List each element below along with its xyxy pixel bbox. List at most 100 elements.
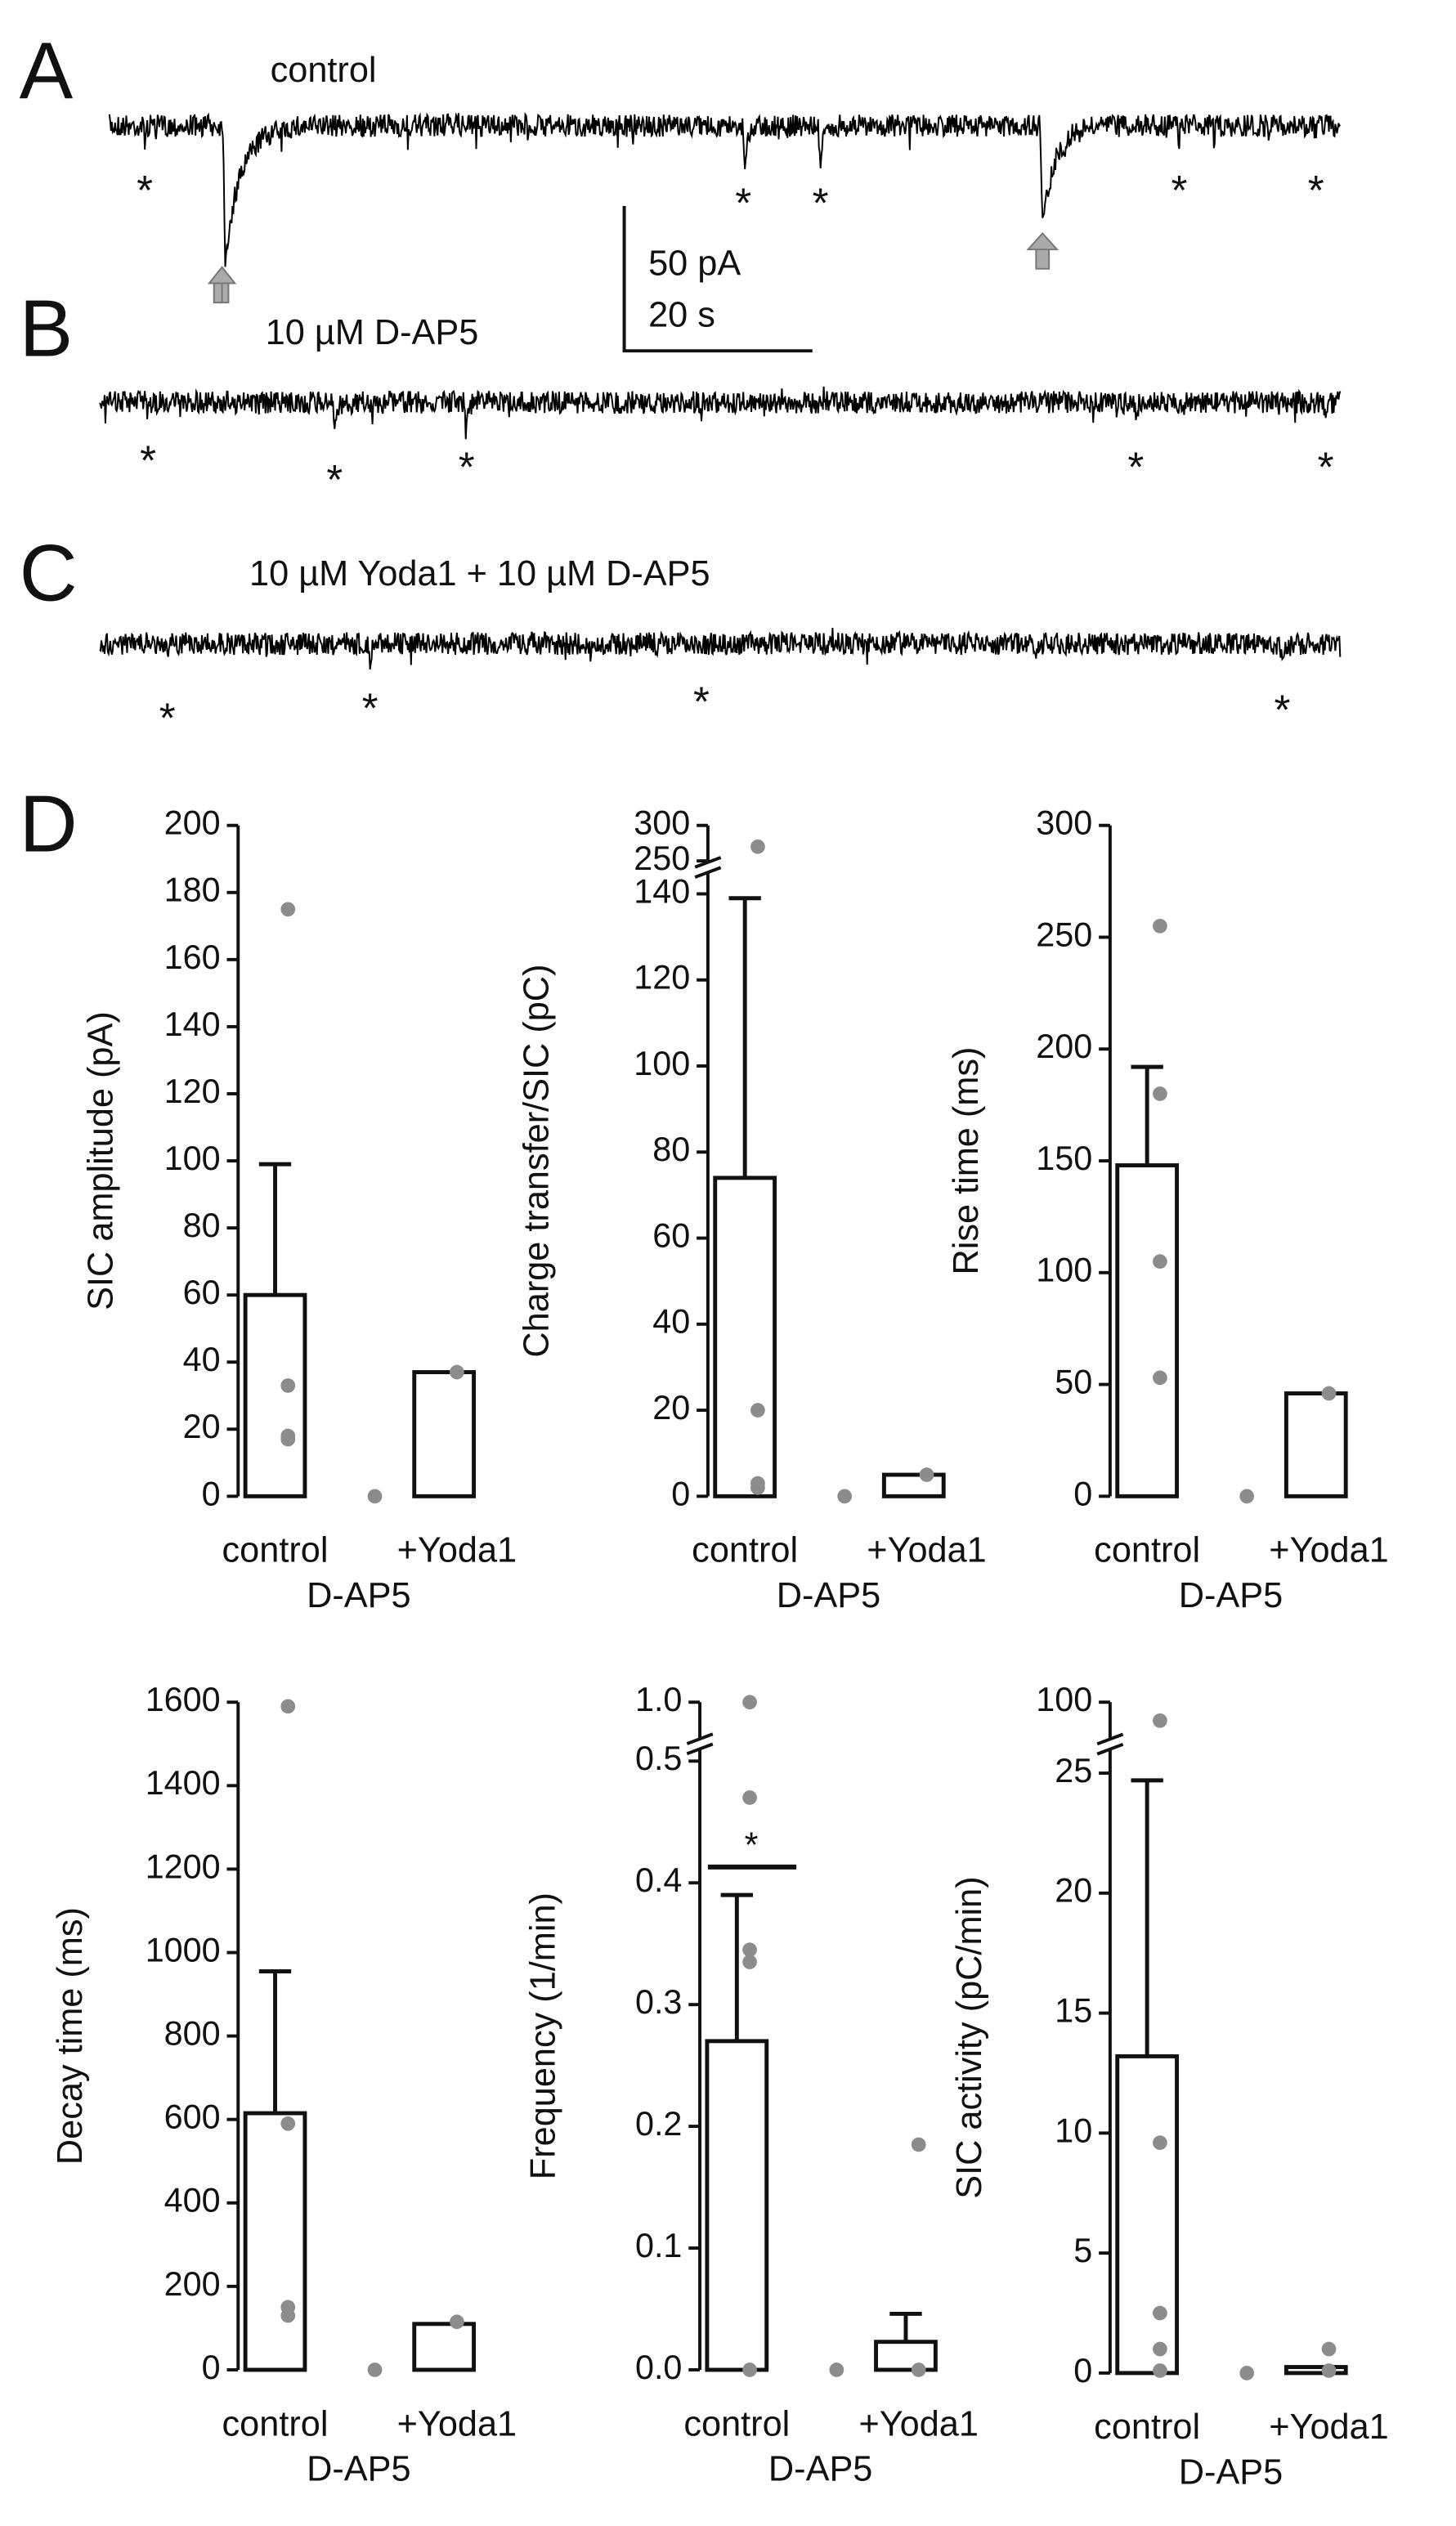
data-point <box>742 2363 757 2377</box>
data-point <box>1153 918 1167 934</box>
x-tick-label: +Yoda1 <box>1269 2407 1388 2447</box>
data-point <box>280 1378 296 1393</box>
x-tick-label: control <box>692 1531 798 1570</box>
data-point <box>280 1431 296 1447</box>
axis-break-gap <box>702 862 713 873</box>
data-point <box>1153 2363 1167 2378</box>
panel-label: B <box>20 283 74 373</box>
data-point <box>1239 2366 1255 2380</box>
x-tick-label: D-AP5 <box>1179 1576 1283 1615</box>
data-point <box>1153 2135 1167 2150</box>
x-tick-label: +Yoda1 <box>397 2404 517 2443</box>
y-tick-label: 160 <box>164 938 221 976</box>
bar <box>1115 1163 1180 1498</box>
y-tick-label: 120 <box>164 1073 221 1110</box>
data-point <box>280 1699 296 1714</box>
y-tick-label: 140 <box>164 1005 221 1043</box>
axis-break <box>1096 1732 1124 1746</box>
axis-break-gap <box>1104 1739 1115 1749</box>
data-point <box>1153 1254 1167 1269</box>
y-tick-label: 120 <box>634 959 690 997</box>
data-point <box>450 1364 464 1380</box>
scale-bar <box>622 206 813 353</box>
data-point <box>1321 2341 1337 2357</box>
event-marker: * <box>1308 167 1324 213</box>
y-tick-label: 0 <box>671 1475 690 1512</box>
x-tick-label: control <box>1094 1531 1200 1570</box>
y-tick-label: 20 <box>1055 1872 1092 1910</box>
x-tick-label: control <box>683 2404 790 2443</box>
y-tick-label: 250 <box>634 840 690 877</box>
y-tick-label: 20 <box>183 1408 221 1445</box>
y-tick-label: 25 <box>1055 1752 1092 1789</box>
y-tick-label: 0.2 <box>635 2105 682 2143</box>
y-tick-label: 15 <box>1055 1992 1092 2030</box>
y-tick-label: 0 <box>1073 2352 1092 2389</box>
data-point <box>1321 1386 1337 1401</box>
event-marker: * <box>140 437 156 483</box>
x-tick-label: +Yoda1 <box>867 1531 986 1570</box>
y-tick-label: 0.5 <box>635 1740 682 1777</box>
y-tick-label: 1600 <box>146 1681 221 1718</box>
data-point <box>742 1790 757 1805</box>
bar <box>243 1292 307 1498</box>
x-tick-label: +Yoda1 <box>858 2404 978 2443</box>
y-tick-label: 200 <box>164 2265 221 2303</box>
y-tick-label: 150 <box>1036 1140 1092 1177</box>
trace-label: 10 µM Yoda1 + 10 µM D-AP5 <box>249 554 710 593</box>
y-tick-label: 0.3 <box>635 1983 682 2021</box>
data-point <box>742 1955 757 1969</box>
event-marker: * <box>362 685 379 732</box>
y-tick-label: 600 <box>164 2098 221 2136</box>
scale-bar-label: 50 pA <box>648 244 741 283</box>
arrow <box>207 266 237 304</box>
data-point <box>919 1467 934 1482</box>
y-tick-label: 20 <box>652 1389 690 1426</box>
axis-break <box>1096 1742 1124 1756</box>
data-point <box>1153 1370 1167 1386</box>
current-trace <box>108 111 1342 267</box>
data-point <box>911 2137 926 2152</box>
y-tick-label: 100 <box>164 1140 221 1177</box>
event-marker: * <box>137 167 153 213</box>
axis-break <box>686 1742 714 1756</box>
x-tick-label: D-AP5 <box>777 1576 880 1615</box>
event-marker: * <box>735 180 751 226</box>
current-trace <box>99 628 1342 670</box>
y-tick-label: 0 <box>1073 1475 1092 1512</box>
bar <box>881 1472 946 1498</box>
data-point <box>367 2363 383 2377</box>
y-tick-label: 5 <box>1073 2232 1092 2269</box>
y-tick-label: 400 <box>164 2182 221 2219</box>
y-tick-label: 40 <box>183 1341 221 1378</box>
data-point <box>750 1480 765 1495</box>
y-axis-label: Frequency (1/min) <box>524 1892 563 2179</box>
x-tick-label: D-AP5 <box>1179 2452 1283 2492</box>
bar <box>412 1370 477 1498</box>
arrow <box>1026 232 1060 270</box>
y-tick-label: 250 <box>1036 916 1092 953</box>
x-tick-label: D-AP5 <box>307 1576 410 1615</box>
data-point <box>1321 2363 1337 2378</box>
y-tick-label: 300 <box>1036 804 1092 842</box>
y-tick-label: 100 <box>1036 1252 1092 1289</box>
y-tick-label: 1200 <box>146 1847 221 1885</box>
y-tick-label: 100 <box>634 1045 690 1082</box>
bar <box>713 1176 777 1498</box>
bar <box>1284 1391 1348 1498</box>
data-point <box>450 2314 464 2330</box>
event-marker: * <box>326 456 343 503</box>
bar <box>243 2111 307 2372</box>
y-tick-label: 180 <box>164 871 221 909</box>
y-tick-label: 1400 <box>146 1764 221 1802</box>
y-tick-label: 0 <box>202 1475 221 1512</box>
y-tick-label: 0.4 <box>635 1861 682 1899</box>
y-tick-label: 1000 <box>146 1931 221 1968</box>
y-tick-label: 40 <box>652 1303 690 1341</box>
x-tick-label: control <box>222 1531 329 1570</box>
data-point <box>1153 2341 1167 2357</box>
y-tick-label: 0.0 <box>635 2349 682 2386</box>
x-tick-label: +Yoda1 <box>397 1531 517 1570</box>
